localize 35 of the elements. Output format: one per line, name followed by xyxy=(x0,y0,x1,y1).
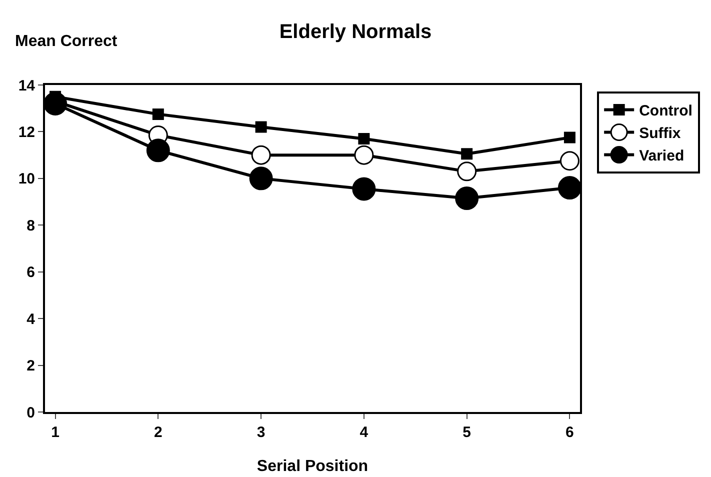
point xyxy=(461,148,473,160)
point xyxy=(457,162,477,182)
y-tick-label: 12 xyxy=(18,124,35,141)
y-tick-label: 6 xyxy=(26,264,35,282)
chart-title: Elderly Normals xyxy=(279,20,432,43)
y-tick-label: 4 xyxy=(26,310,36,328)
point xyxy=(558,176,582,200)
y-tick-label: 8 xyxy=(26,217,35,234)
point xyxy=(152,108,164,120)
x-tick-label: 3 xyxy=(256,424,266,441)
point xyxy=(352,177,376,201)
x-axis-title: Serial Position xyxy=(256,458,368,475)
x-tick-label: 2 xyxy=(154,424,162,441)
x-tick-label: 5 xyxy=(462,424,471,441)
y-tick-label: 14 xyxy=(18,77,36,94)
point xyxy=(455,186,479,210)
y-axis-title: Mean Correct xyxy=(15,33,118,50)
y-tick-label: 10 xyxy=(18,170,35,188)
point xyxy=(354,145,374,165)
x-tick-label: 1 xyxy=(51,424,60,441)
point xyxy=(249,166,273,190)
point xyxy=(255,121,267,133)
x-tick-label: 4 xyxy=(360,424,369,441)
legend-label: Suffix xyxy=(639,125,682,142)
point xyxy=(251,145,271,165)
y-tick-label: 2 xyxy=(26,358,35,375)
point xyxy=(564,132,576,144)
legend-label: Control xyxy=(639,102,692,120)
point xyxy=(560,151,580,171)
y-tick-label: 0 xyxy=(26,404,35,422)
point xyxy=(44,92,68,116)
point xyxy=(146,138,170,162)
point xyxy=(358,132,370,144)
x-tick-label: 6 xyxy=(566,424,574,441)
legend-label: Varied xyxy=(639,148,684,165)
